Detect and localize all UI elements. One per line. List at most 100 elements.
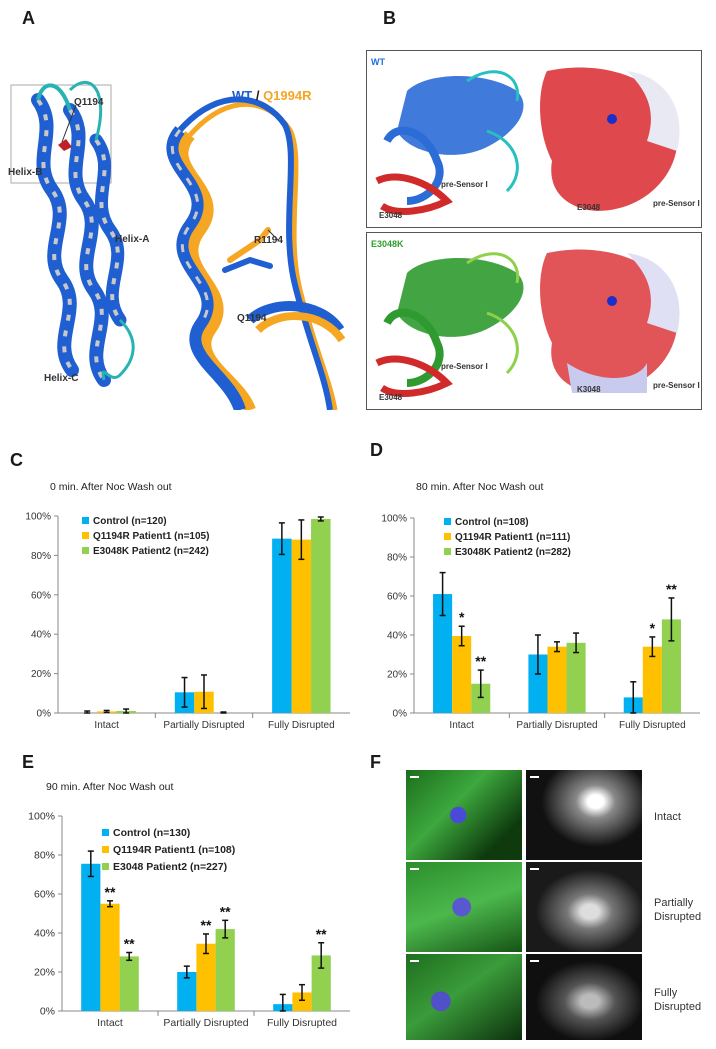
y-tick-label: 20%: [31, 669, 51, 680]
bar: [215, 929, 235, 1011]
chart-d: 80 min. After Noc Wash out 0% 20% 40% 60% 80%…: [381, 481, 700, 731]
significance-marker: **: [666, 581, 677, 597]
bar: [177, 972, 197, 1011]
panel-f-grid: [406, 770, 642, 1040]
y-tick-label: 20%: [34, 967, 55, 979]
micro-intact-merge: [406, 770, 522, 860]
scale-bar: [530, 868, 539, 870]
bottom-pre-sensor-right: pre-Sensor I: [653, 381, 700, 390]
x-tick-label: Intact: [94, 720, 119, 731]
legend-label: Control (n=108): [455, 517, 529, 528]
bar: [292, 992, 312, 1011]
bar: [196, 943, 216, 1011]
bottom-residue-right: K3048: [577, 385, 601, 394]
legend-label: Q1194R Patient1 (n=108): [113, 844, 235, 856]
x-tick-label: Fully Disrupted: [619, 720, 686, 731]
x-tick-label: Fully Disrupted: [268, 720, 335, 731]
top-pre-sensor-right: pre-Sensor I: [653, 199, 700, 208]
micro-partial-gray: [526, 862, 642, 952]
legend-sep: /: [252, 88, 264, 103]
label-q1194-top: Q1194: [74, 97, 104, 108]
panel-letter-e: E: [22, 752, 35, 772]
zoom-box: [10, 84, 112, 184]
bar: [528, 654, 548, 713]
label-helix-a: Helix-A: [115, 234, 150, 245]
y-tick-label: 100%: [28, 811, 55, 823]
helix-bundle: [31, 80, 135, 387]
bar: [311, 955, 331, 1011]
bar: [452, 635, 472, 713]
bar: [566, 642, 586, 713]
significance-marker: **: [124, 936, 135, 952]
f-row-intact: Intact: [654, 811, 681, 823]
y-tick-label: 60%: [387, 592, 407, 603]
y-tick-label: 60%: [34, 889, 55, 901]
bar: [291, 539, 312, 713]
x-tick-label: Fully Disrupted: [267, 1017, 337, 1029]
micro-fully-gray: [526, 954, 642, 1040]
x-tick-label: Partially Disrupted: [163, 1017, 248, 1029]
legend-swatch: [102, 829, 109, 836]
y-tick-label: 0%: [393, 709, 408, 720]
scale-bar: [410, 868, 419, 870]
significance-marker: **: [316, 926, 327, 942]
y-tick-label: 20%: [387, 670, 407, 681]
legend-label: Control (n=120): [93, 516, 167, 527]
label-r1194: R1194: [254, 235, 283, 246]
significance-marker: *: [459, 609, 465, 625]
scale-bar: [410, 960, 419, 962]
bar: [100, 903, 120, 1011]
bar: [311, 518, 331, 713]
y-tick-label: 60%: [31, 590, 51, 601]
significance-marker: **: [201, 917, 212, 933]
legend-label: Q1194R Patient1 (n=105): [93, 531, 209, 542]
y-tick-label: 40%: [34, 928, 55, 940]
micro-partial-merge: [406, 862, 522, 952]
bar: [471, 683, 491, 713]
micro-intact-gray: [526, 770, 642, 860]
panel-letter-b: B: [383, 8, 396, 28]
legend-swatch: [82, 532, 89, 539]
bar: [119, 956, 139, 1011]
y-tick-label: 0%: [40, 1006, 55, 1018]
label-q1194-zoom: Q1194: [237, 313, 267, 324]
micro-fully-merge: [406, 954, 522, 1040]
y-tick-label: 80%: [34, 850, 55, 862]
x-tick-label: Intact: [97, 1017, 123, 1029]
bar: [661, 619, 681, 713]
e3048k-ribbon: [375, 249, 680, 397]
significance-marker: **: [220, 903, 231, 919]
chart-e: 90 min. After Noc Wash out 0% 20% 40% 60% 80%…: [28, 781, 350, 1029]
x-tick-label: Partially Disrupted: [516, 720, 597, 731]
chart-title: 0 min. After Noc Wash out: [50, 481, 172, 493]
tag-e3048k: E3048K: [371, 239, 404, 249]
bar: [642, 646, 662, 713]
x-tick-label: Partially Disrupted: [163, 720, 244, 731]
top-residue: E3048: [379, 211, 403, 220]
scale-bar: [530, 960, 539, 962]
significance-marker: *: [650, 620, 656, 636]
bar: [81, 863, 101, 1011]
legend-swatch: [444, 518, 451, 525]
legend-wt: WT: [232, 88, 253, 103]
y-tick-label: 80%: [31, 551, 51, 562]
zoomed-structure: [166, 96, 346, 410]
panel-letter-f: F: [370, 752, 381, 772]
y-tick-label: 40%: [387, 631, 407, 642]
x-tick-label: Intact: [449, 720, 474, 731]
legend-label: Control (n=130): [113, 827, 190, 839]
wt-ribbon: [375, 67, 680, 215]
legend-label: E3048K Patient2 (n=282): [455, 547, 571, 558]
panel-letter-d: D: [370, 440, 383, 460]
bar: [272, 538, 292, 713]
label-helix-b: Helix-B: [8, 167, 43, 178]
y-tick-label: 100%: [381, 514, 407, 525]
y-tick-label: 40%: [31, 630, 51, 641]
legend-swatch: [82, 547, 89, 554]
legend-swatch: [444, 533, 451, 540]
legend-swatch: [102, 863, 109, 870]
f-row-fully: Fully Disrupted: [654, 987, 702, 1013]
scale-bar: [530, 776, 539, 778]
top-pre-sensor: pre-Sensor I: [441, 180, 488, 189]
legend-label: Q1194R Patient1 (n=111): [455, 532, 570, 543]
